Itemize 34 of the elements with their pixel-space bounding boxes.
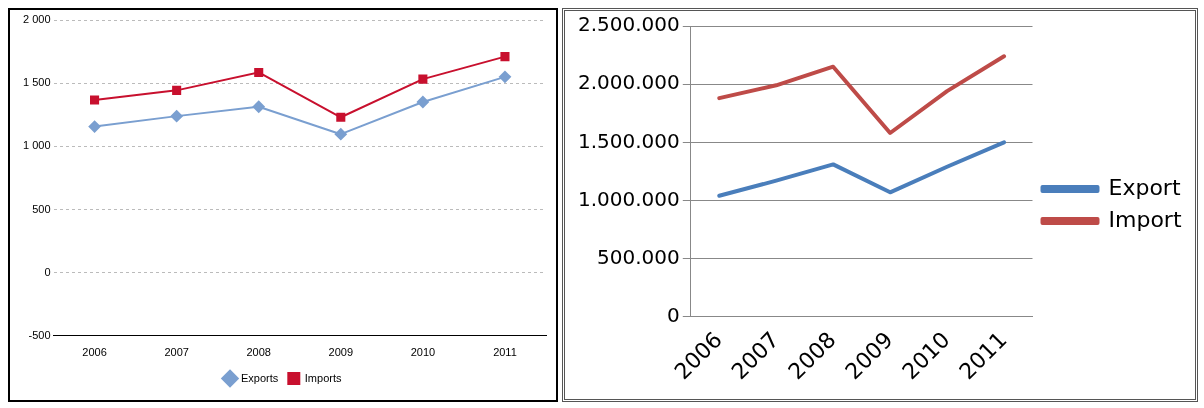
point: [418, 74, 428, 84]
point: [170, 110, 183, 123]
y-tick-label: 1 500: [23, 76, 51, 89]
y-tick-label: 0: [44, 265, 51, 278]
x-tick-label: 2006: [82, 346, 107, 359]
y-tick-label: 1.000.000: [577, 186, 680, 211]
y-tick-label: 500: [32, 202, 51, 215]
x-tick-label: 2008: [246, 346, 271, 359]
point: [500, 52, 510, 62]
point: [336, 112, 346, 122]
legend-label: Export: [1108, 174, 1181, 200]
x-tick-label: 2010: [410, 346, 436, 359]
point: [498, 70, 511, 83]
point: [416, 95, 429, 108]
x-tick-label: 2009: [328, 346, 354, 359]
y-tick-label: 2 000: [23, 13, 51, 26]
x-tick-label: 2011: [493, 346, 517, 359]
y-tick-label: 500.000: [597, 244, 680, 269]
y-tick-label: 2.500.000: [577, 12, 680, 37]
point: [252, 100, 265, 113]
point: [334, 128, 347, 141]
y-tick-label: 0: [667, 302, 680, 327]
y-tick-label: 2.000.000: [577, 70, 680, 95]
y-tick-label: -500: [28, 328, 51, 341]
legend-label: Imports: [304, 371, 342, 384]
y-tick-label: 1.500.000: [577, 128, 680, 153]
point: [88, 120, 101, 133]
legend-label: Exports: [241, 371, 279, 384]
y-tick-label: 1 000: [23, 139, 51, 152]
legend-label: Import: [1108, 206, 1182, 232]
point: [172, 85, 182, 95]
point: [90, 95, 100, 105]
point: [254, 67, 264, 77]
x-tick-label: 2007: [164, 346, 189, 359]
